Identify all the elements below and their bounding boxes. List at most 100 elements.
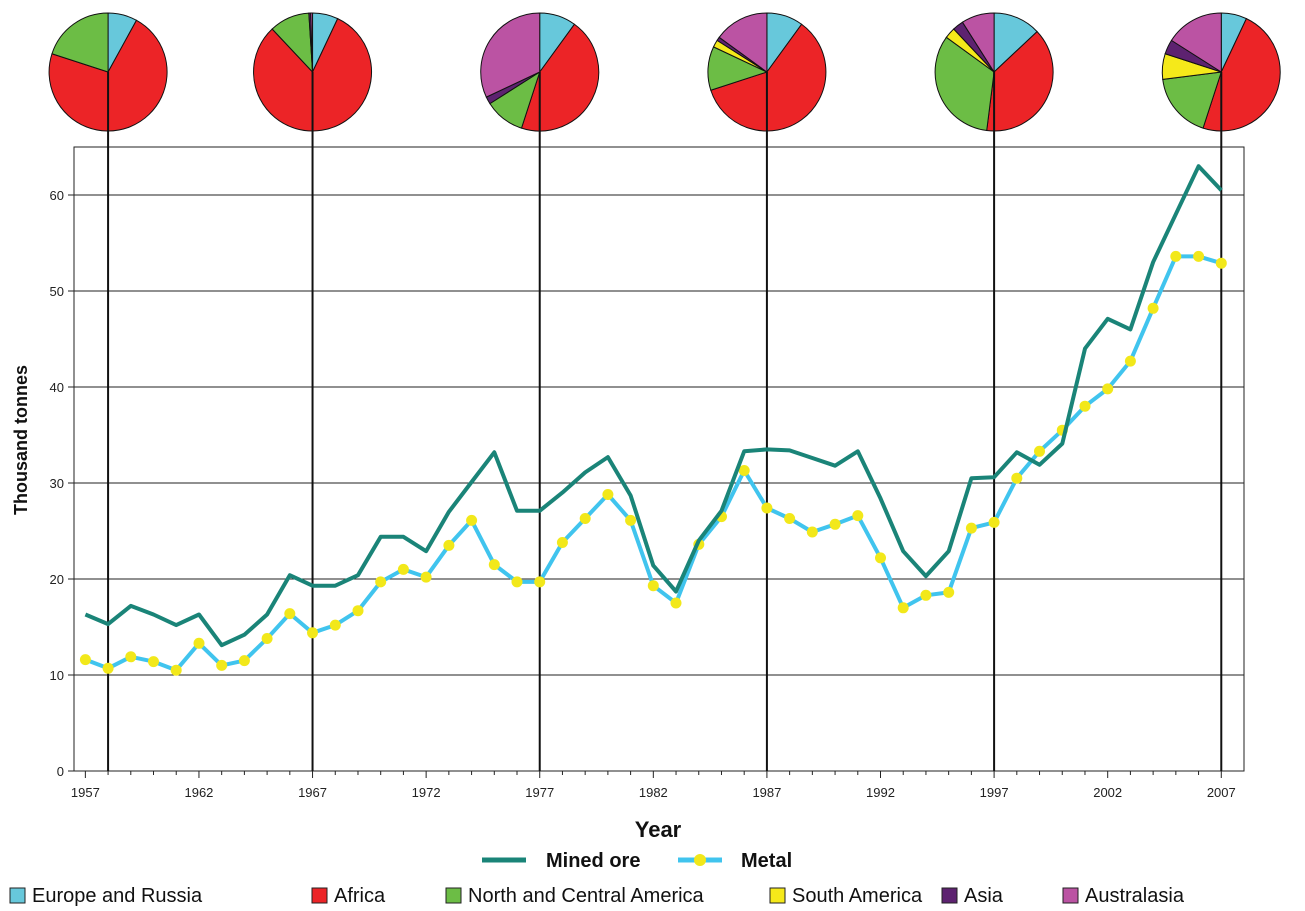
legend-marker-metal [694, 854, 706, 866]
legend-swatch-region [445, 887, 462, 904]
legend-label-region: Europe and Russia [32, 885, 203, 907]
series-line-metal [84, 254, 1222, 673]
metal-point [420, 571, 432, 583]
y-tick-label: 10 [50, 668, 64, 683]
gridlines [73, 146, 1245, 772]
pie-slice [961, 12, 995, 74]
legend-swatch-region [1062, 887, 1079, 904]
x-tick-label: 1982 [639, 785, 668, 800]
metal-point [670, 597, 682, 609]
metal-point [443, 539, 455, 551]
pie-slice [51, 12, 109, 73]
x-tick-label: 1967 [298, 785, 327, 800]
metal-point [625, 514, 637, 526]
y-axis-title: Thousand tonnes [11, 365, 31, 515]
metal-point [238, 655, 250, 667]
y-tick-label: 20 [50, 572, 64, 587]
pie-year-markers [107, 72, 1223, 771]
metal-point [375, 576, 387, 588]
metal-point [261, 633, 273, 644]
legend-label-mined-ore: Mined ore [546, 850, 640, 872]
metal-point [193, 637, 205, 649]
metal-point [1011, 472, 1023, 484]
pie-chart [707, 12, 827, 132]
series-line-mined-ore [84, 164, 1223, 648]
x-tick-label: 1992 [866, 785, 895, 800]
metal-point [79, 654, 91, 666]
metal-point [784, 513, 796, 524]
metal-point [829, 518, 841, 530]
pie-slice [480, 12, 541, 98]
y-tick-label: 40 [50, 380, 64, 395]
metal-point [488, 559, 500, 571]
plot-frame [73, 146, 1245, 772]
metal-point [148, 656, 159, 668]
metal-point [738, 465, 750, 476]
metal-point [466, 514, 478, 526]
metal-point [602, 489, 614, 500]
pie-slice [718, 12, 768, 73]
pie-slice [520, 23, 600, 132]
metal-point [125, 651, 137, 663]
metal-point [534, 576, 546, 588]
metal-point [965, 522, 977, 534]
pie-slice [986, 30, 1054, 132]
metal-point [1215, 257, 1227, 269]
pie-slice [1170, 12, 1222, 73]
series-legend: Mined ore Metal [482, 850, 792, 872]
metal-point [329, 619, 341, 631]
y-tick-label: 30 [50, 476, 64, 491]
pie-slice [310, 12, 314, 73]
legend-label-region: Asia [964, 885, 1004, 907]
x-tick-label: 1977 [525, 785, 554, 800]
x-tick-label: 1957 [71, 785, 100, 800]
metal-point [806, 526, 818, 538]
metal-point [1124, 355, 1136, 367]
metal-point [1170, 250, 1182, 262]
metal-point [647, 580, 659, 592]
metal-point [897, 602, 909, 614]
metal-point [1102, 383, 1114, 395]
y-axis-ticks: 0 10 20 30 40 50 60 [50, 188, 74, 779]
x-axis-title: Year [635, 817, 682, 842]
x-tick-label: 1962 [184, 785, 213, 800]
metal-point [852, 510, 864, 522]
metal-point [875, 552, 886, 564]
metal-point [216, 659, 228, 671]
metal-point [988, 516, 1000, 528]
legend-swatch-region [769, 887, 786, 904]
metal-point [1034, 445, 1045, 457]
metal-point [102, 662, 114, 674]
plot-area [79, 164, 1227, 676]
pie-chart [480, 12, 600, 132]
legend-label-region: Africa [334, 885, 386, 907]
metal-point [352, 605, 364, 617]
y-tick-label: 0 [57, 764, 64, 779]
y-tick-label: 50 [50, 284, 64, 299]
legend-label-metal: Metal [741, 850, 792, 872]
x-axis-ticks: 1957 1962 1967 1972 1977 1982 1987 1992 1997 2002… [71, 771, 1236, 800]
metal-point [1147, 302, 1159, 314]
metal-point [284, 608, 296, 620]
legend-swatch-region [311, 887, 328, 904]
x-tick-label: 1972 [412, 785, 441, 800]
metal-point [556, 537, 568, 548]
metal-point [170, 664, 182, 676]
metal-point [1079, 400, 1091, 412]
metal-point [1193, 250, 1205, 262]
metal-point [943, 586, 955, 598]
pie-chart [1161, 12, 1281, 132]
x-tick-label: 1997 [980, 785, 1009, 800]
x-tick-label: 2007 [1207, 785, 1236, 800]
legend-label-region: Australasia [1085, 885, 1185, 907]
metal-point [511, 576, 523, 588]
y-tick-label: 60 [50, 188, 64, 203]
pie-chart [934, 12, 1054, 132]
legend-swatch-region [9, 887, 26, 904]
metal-point [920, 589, 932, 601]
legend-swatch-region [941, 887, 958, 904]
metal-point [307, 627, 318, 639]
x-tick-label: 2002 [1093, 785, 1122, 800]
metal-point [579, 513, 591, 524]
